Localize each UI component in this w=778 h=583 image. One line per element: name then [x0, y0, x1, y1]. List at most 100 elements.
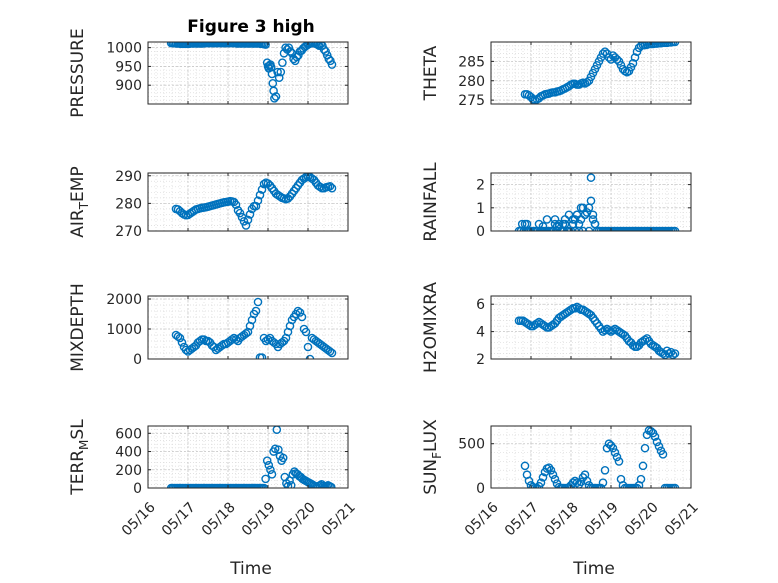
data-point [570, 304, 580, 313]
y-axis-label-rest: EMP [68, 166, 88, 202]
data-point [614, 457, 624, 466]
data-point [251, 201, 261, 211]
y-axis-label-main: TERR [68, 450, 88, 496]
data-point [658, 450, 668, 459]
data-point [654, 442, 664, 451]
y-axis-label-subscript: T [77, 201, 91, 210]
data-point [262, 456, 272, 465]
data-point [295, 308, 305, 317]
y-tick-label: 270 [115, 224, 142, 240]
data-point [588, 215, 598, 224]
data-point [638, 461, 648, 471]
data-point [245, 210, 255, 219]
data-point [313, 42, 322, 49]
data-point [670, 349, 680, 358]
subplot-0: 900 950 1000 PRESSURE [68, 28, 349, 118]
data-point [239, 217, 249, 226]
y-axis-label-main: AIR [68, 209, 88, 238]
data-point [326, 482, 336, 488]
y-tick-label: 1 [476, 201, 485, 217]
y-tick-label: 0 [476, 224, 485, 240]
y-tick-label: 900 [115, 78, 142, 94]
data-point [267, 69, 277, 79]
data-series [514, 302, 680, 359]
data-point [251, 306, 261, 316]
data-point [580, 210, 590, 220]
y-tick-label: 1000 [106, 41, 142, 57]
y-tick-label: 2000 [106, 292, 142, 308]
data-point [656, 42, 666, 48]
axes-box [147, 41, 349, 105]
data-point [630, 53, 640, 62]
data-point [520, 461, 530, 471]
data-point [640, 443, 650, 453]
y-tick-label: 2 [476, 352, 485, 368]
data-point [668, 350, 678, 359]
y-axis-label: PRESSURE [68, 28, 88, 117]
data-point [299, 174, 309, 183]
data-point [662, 42, 672, 48]
y-axis-label-subscript: M [77, 440, 91, 450]
data-point [600, 47, 610, 56]
data-point [564, 210, 574, 220]
data-point [257, 353, 267, 359]
x-axis-label-left: Time [229, 559, 272, 579]
data-point [598, 478, 608, 487]
data-series [166, 42, 337, 103]
data-point [548, 470, 558, 480]
data-point [255, 190, 265, 200]
data-point [261, 474, 270, 484]
data-point [286, 47, 295, 56]
y-axis-label-subscript: F [430, 452, 444, 459]
data-point [588, 210, 598, 220]
data-point [600, 465, 610, 475]
data-point [608, 443, 618, 453]
data-point [286, 480, 296, 488]
data-point [257, 185, 267, 194]
data-series [520, 426, 680, 488]
axes-box [147, 295, 349, 360]
data-point [318, 481, 328, 488]
y-tick-label: 0 [476, 481, 485, 497]
data-point [253, 196, 263, 205]
data-point [278, 58, 287, 67]
y-tick-label: 290 [115, 169, 142, 185]
data-point [574, 219, 584, 229]
data-point [604, 325, 614, 335]
data-point [241, 329, 251, 338]
data-point [610, 448, 620, 457]
data-point [640, 42, 650, 50]
y-tick-label: 600 [115, 426, 142, 442]
data-point [608, 325, 618, 335]
data-point [259, 179, 269, 189]
data-point [538, 473, 548, 482]
y-axis-label-rest: SL [68, 419, 88, 440]
data-point [325, 181, 335, 191]
y-tick-label: 200 [115, 463, 142, 479]
data-point [590, 219, 600, 229]
data-point [540, 321, 550, 331]
data-point [273, 67, 282, 77]
y-tick-label: 400 [115, 445, 142, 461]
data-point [582, 476, 592, 486]
data-point [524, 476, 534, 486]
data-point [274, 73, 284, 82]
data-point [327, 60, 337, 69]
data-series [520, 42, 680, 104]
y-tick-label: 0 [133, 352, 142, 368]
y-axis-label: TERRMSL [68, 419, 91, 496]
data-point [532, 319, 542, 328]
data-point [536, 478, 546, 487]
figure-title: Figure 3 high [187, 17, 315, 37]
y-tick-label: 280 [115, 196, 142, 212]
plot-area [148, 42, 348, 104]
data-point [327, 183, 337, 193]
plot-area [148, 296, 348, 359]
data-point [650, 432, 660, 441]
data-point [278, 453, 288, 463]
axes-box [490, 425, 692, 489]
data-point [177, 338, 187, 347]
data-point [582, 78, 592, 87]
data-point [323, 480, 333, 488]
y-tick-label: 6 [476, 297, 485, 313]
